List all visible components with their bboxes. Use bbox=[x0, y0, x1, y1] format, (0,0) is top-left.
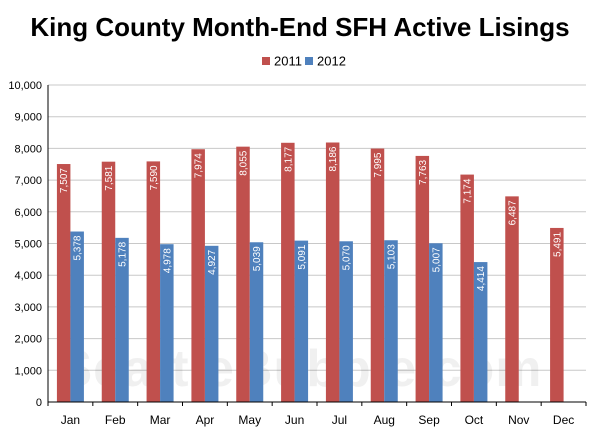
y-tick-label: 2,000 bbox=[14, 334, 42, 346]
x-tick-label: Feb bbox=[105, 413, 126, 427]
data-label: 7,763 bbox=[418, 159, 429, 184]
bar-2012-Jan bbox=[70, 231, 84, 402]
y-tick-label: 6,000 bbox=[14, 207, 42, 219]
x-tick-label: Sep bbox=[418, 413, 440, 427]
bar-2011-Apr bbox=[191, 149, 205, 402]
bar-2012-Jul bbox=[339, 241, 353, 402]
data-label: 5,070 bbox=[342, 245, 353, 270]
bar-2011-Mar bbox=[146, 161, 161, 402]
data-label: 6,487 bbox=[508, 200, 519, 225]
legend-label: 2012 bbox=[317, 54, 346, 69]
data-label: 7,581 bbox=[104, 165, 115, 190]
data-label: 5,378 bbox=[73, 235, 84, 260]
data-label: 7,974 bbox=[194, 153, 205, 178]
y-tick-label: 10,000 bbox=[8, 80, 42, 92]
x-tick-label: Jun bbox=[285, 413, 304, 427]
x-tick-label: Nov bbox=[508, 413, 529, 427]
y-tick-label: 4,000 bbox=[14, 270, 42, 282]
bar-2011-Jan bbox=[56, 164, 71, 402]
data-label: 7,590 bbox=[149, 165, 160, 190]
x-tick-label: Apr bbox=[196, 413, 215, 427]
bar-2011-Aug bbox=[370, 148, 385, 402]
bar-2011-Feb bbox=[101, 161, 116, 402]
x-tick-label: Dec bbox=[553, 413, 574, 427]
bars bbox=[56, 142, 564, 403]
y-tick-label: 3,000 bbox=[14, 302, 42, 314]
data-label: 5,103 bbox=[387, 244, 398, 269]
data-label: 4,978 bbox=[162, 248, 173, 273]
x-tick-label: Oct bbox=[465, 413, 484, 427]
bar-2012-Sep bbox=[429, 243, 443, 402]
legend: 2011 2012 bbox=[262, 54, 346, 69]
y-tick-label: 8,000 bbox=[14, 143, 42, 155]
bar-2012-Apr bbox=[204, 245, 219, 402]
data-label: 4,414 bbox=[476, 266, 487, 291]
gridlines bbox=[48, 84, 586, 371]
data-label: 5,491 bbox=[552, 232, 563, 257]
data-label: 7,174 bbox=[463, 178, 474, 203]
x-tick-label: Jul bbox=[332, 413, 347, 427]
bar-2012-Mar bbox=[160, 244, 174, 402]
data-label: 8,055 bbox=[239, 150, 250, 175]
data-label: 7,507 bbox=[59, 168, 70, 193]
legend-swatch-2011 bbox=[262, 57, 270, 65]
legend-swatch-2012 bbox=[305, 57, 313, 65]
y-tick-label: 7,000 bbox=[14, 175, 42, 187]
chart-title: King County Month-End SFH Active Lisings bbox=[30, 12, 569, 42]
x-tick-label: May bbox=[238, 413, 261, 427]
x-tick-label: Mar bbox=[150, 413, 171, 427]
bar-2012-Oct bbox=[473, 262, 488, 402]
data-label: 8,186 bbox=[328, 146, 339, 171]
data-label: 5,007 bbox=[431, 247, 442, 272]
bar-2012-Feb bbox=[115, 237, 129, 402]
axes: 0 1,000 2,000 3,000 4,000 5,000 6,000 7,000 8,00… bbox=[8, 80, 587, 427]
bar-2011-Jul bbox=[325, 142, 340, 403]
bar-2011-Jun bbox=[281, 142, 295, 402]
y-tick-label: 9,000 bbox=[14, 112, 42, 124]
x-tick-label: Jan bbox=[61, 413, 80, 427]
bar-2012-Aug bbox=[384, 240, 398, 402]
x-tick-label: Aug bbox=[374, 413, 395, 427]
data-label: 7,995 bbox=[373, 152, 384, 177]
legend-label: 2011 bbox=[274, 54, 302, 69]
data-label: 4,927 bbox=[207, 249, 218, 274]
data-label: 5,039 bbox=[252, 246, 263, 271]
bar-2011-Nov bbox=[505, 196, 519, 402]
bar-2012-May bbox=[249, 242, 264, 402]
data-label: 5,091 bbox=[297, 244, 308, 269]
bar-2011-Dec bbox=[550, 227, 564, 402]
bar-2011-Oct bbox=[460, 174, 474, 402]
bar-2011-May bbox=[236, 146, 250, 402]
y-tick-label: 1,000 bbox=[14, 365, 42, 377]
data-label: 5,178 bbox=[118, 241, 129, 266]
bar-2012-Jun bbox=[294, 240, 309, 402]
data-label: 8,177 bbox=[283, 146, 294, 171]
data-labels: 7,507 5,378 7,581 5,178 7,590 4,978 7,974 4,927… bbox=[59, 146, 563, 291]
y-tick-label: 5,000 bbox=[14, 239, 42, 251]
y-tick-label: 0 bbox=[36, 397, 42, 409]
bar-2011-Sep bbox=[415, 155, 430, 402]
